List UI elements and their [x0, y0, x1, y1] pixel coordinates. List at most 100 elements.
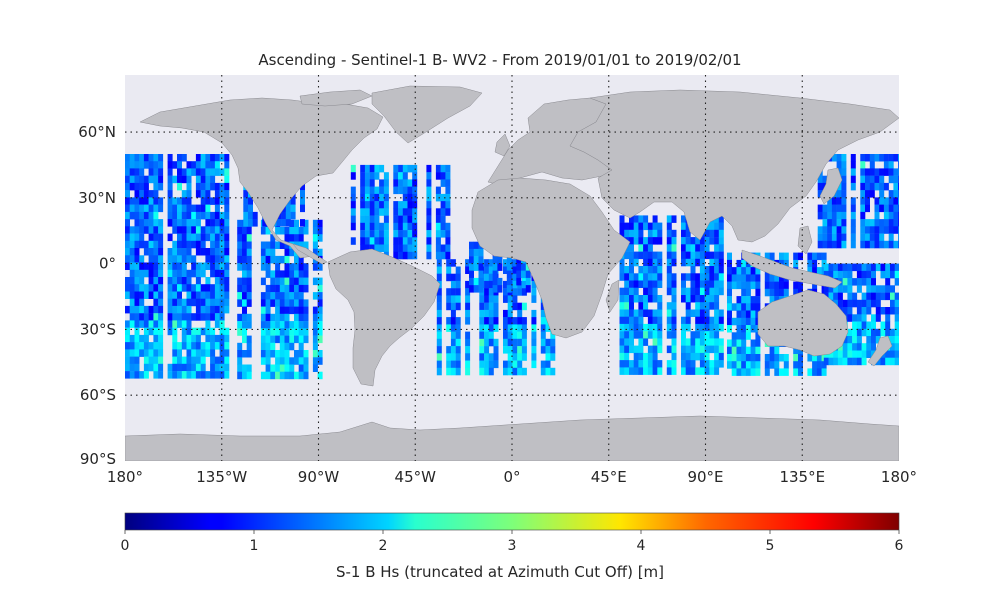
- data-cell: [888, 154, 894, 162]
- data-cell: [139, 262, 145, 270]
- data-cell: [709, 295, 715, 303]
- data-cell: [205, 371, 211, 379]
- data-cell: [699, 338, 705, 346]
- data-cell: [143, 284, 149, 292]
- data-cell: [317, 248, 323, 257]
- data-cell: [139, 168, 145, 176]
- data-cell: [836, 226, 842, 234]
- data-cell: [186, 342, 192, 350]
- map-title: Ascending - Sentinel-1 B- WV2 - From 201…: [258, 51, 742, 69]
- data-cell: [718, 244, 724, 252]
- data-cell: [874, 204, 880, 213]
- data-cell: [450, 360, 456, 369]
- data-cell: [750, 274, 756, 282]
- data-cell: [139, 255, 145, 263]
- data-cell: [139, 240, 145, 249]
- data-cell: [360, 230, 366, 238]
- data-cell: [736, 317, 742, 326]
- data-cell: [205, 182, 211, 191]
- data-cell: [369, 193, 375, 202]
- data-cell: [764, 252, 770, 261]
- data-cell: [681, 287, 686, 296]
- data-cell: [714, 244, 720, 252]
- data-cell: [861, 299, 867, 308]
- data-cell: [284, 284, 290, 293]
- data-cell: [893, 204, 899, 213]
- data-cell: [275, 277, 281, 286]
- data-cell: [177, 182, 182, 191]
- data-cell: [172, 255, 178, 263]
- data-cell: [237, 364, 243, 372]
- data-cell: [681, 251, 686, 260]
- data-cell: [831, 240, 837, 249]
- data-cell: [671, 251, 677, 260]
- latitude-tick-labels: 60°N30°N0°30°S60°S90°S: [78, 123, 116, 468]
- data-cell: [473, 248, 479, 257]
- data-cell: [134, 327, 140, 336]
- data-cell: [298, 321, 304, 329]
- data-cell: [134, 255, 140, 263]
- data-cell: [134, 175, 140, 184]
- data-cell: [497, 277, 503, 286]
- data-cell: [177, 226, 182, 234]
- data-cell: [880, 321, 886, 329]
- data-cell: [652, 229, 658, 238]
- data-cell: [709, 360, 715, 368]
- data-cell: [531, 360, 537, 369]
- data-cell: [503, 317, 508, 325]
- data-cell: [545, 360, 551, 369]
- data-cell: [224, 190, 230, 198]
- data-cell: [842, 307, 848, 315]
- data-cell: [865, 168, 870, 176]
- data-cell: [850, 219, 856, 227]
- data-cell: [214, 284, 220, 292]
- data-cell: [827, 226, 833, 234]
- data-cell: [879, 190, 885, 198]
- data-cell: [699, 273, 705, 281]
- data-cell: [260, 313, 266, 322]
- data-cell: [666, 244, 672, 252]
- data-cell: [224, 161, 230, 169]
- data-cell: [685, 287, 691, 296]
- data-cell: [275, 284, 281, 293]
- data-cell: [817, 204, 823, 213]
- data-cell: [764, 288, 770, 297]
- data-cell: [181, 255, 187, 263]
- longitude-tick-label: 45°E: [591, 468, 627, 486]
- data-cell: [446, 324, 452, 332]
- data-cell: [860, 226, 866, 234]
- data-cell: [214, 291, 220, 299]
- data-cell: [298, 357, 304, 365]
- data-cell: [214, 342, 220, 350]
- data-cell: [779, 354, 784, 362]
- data-cell: [704, 229, 710, 238]
- data-cell: [517, 317, 523, 325]
- data-cell: [704, 302, 710, 310]
- data-cell: [195, 175, 201, 184]
- data-cell: [200, 168, 206, 176]
- data-cell: [177, 342, 182, 350]
- data-cell: [821, 252, 827, 261]
- data-cell: [736, 274, 742, 282]
- data-cell: [214, 204, 220, 213]
- data-cell: [181, 363, 187, 372]
- data-cell: [695, 244, 701, 252]
- data-cell: [861, 270, 867, 279]
- data-cell: [242, 227, 247, 235]
- data-cell: [200, 298, 206, 307]
- data-cell: [186, 226, 192, 234]
- data-cell: [629, 258, 634, 267]
- data-cell: [817, 240, 823, 249]
- data-cell: [816, 368, 822, 376]
- data-cell: [512, 346, 518, 354]
- data-cell: [671, 309, 677, 317]
- data-cell: [252, 211, 258, 220]
- data-cell: [879, 154, 885, 162]
- data-cell: [210, 226, 216, 234]
- data-cell: [379, 237, 385, 245]
- data-cell: [243, 211, 249, 220]
- data-cell: [148, 240, 154, 249]
- data-cell: [652, 309, 658, 317]
- data-cell: [718, 258, 724, 267]
- data-cell: [841, 226, 847, 234]
